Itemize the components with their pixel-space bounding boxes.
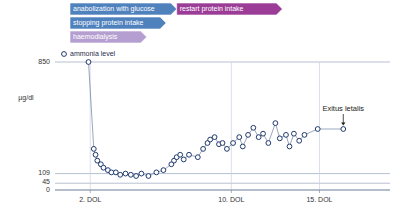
data-point <box>123 171 128 176</box>
data-point <box>187 152 192 157</box>
data-point <box>86 60 91 65</box>
data-point <box>284 132 289 137</box>
x-tick <box>319 190 320 193</box>
x-grid-line <box>231 62 232 190</box>
data-point <box>181 157 186 162</box>
data-point <box>251 125 256 130</box>
data-point <box>93 152 98 157</box>
y-tick-label: 45 <box>42 178 50 185</box>
legend: ammonia level <box>62 50 116 57</box>
y-tick-label: 850 <box>38 58 50 65</box>
x-grid-line <box>319 62 320 190</box>
data-point <box>277 136 282 141</box>
data-point <box>178 152 183 157</box>
x-tick-label: 15. DOL <box>306 196 332 203</box>
y-tick-label: 109 <box>38 169 50 176</box>
phase-label: anabolization with glucose <box>73 5 155 13</box>
data-point <box>139 171 144 176</box>
data-point <box>302 132 307 137</box>
legend-label: ammonia level <box>70 50 116 57</box>
phase-bar <box>70 3 177 15</box>
grid <box>55 62 390 190</box>
data-point <box>154 170 159 175</box>
data-point <box>220 141 225 146</box>
data-point <box>128 172 133 177</box>
y-grid-line <box>55 183 390 184</box>
y-tick-label: 0 <box>46 186 50 193</box>
data-point <box>212 135 217 140</box>
x-tick-label: 2. DOL <box>79 196 101 203</box>
data-point <box>273 121 278 126</box>
data-point <box>315 127 320 132</box>
phase-label: stopping protein intake <box>73 19 144 27</box>
data-point <box>225 146 230 151</box>
data-point <box>195 155 200 160</box>
x-tick-label: 10. DOL <box>218 196 244 203</box>
data-point <box>161 168 166 173</box>
y-grid-line <box>55 62 390 63</box>
chart: 045 109 850 2. DOL 10. DOL 15. DOL µg/dl ammoni… <box>0 0 400 210</box>
data-point <box>118 172 123 177</box>
data-point <box>231 141 236 146</box>
y-grid-line <box>55 173 390 174</box>
data-point <box>134 174 139 179</box>
data-point <box>256 135 261 140</box>
data-point <box>237 135 242 140</box>
phases: anabolization with glucose restart protei… <box>70 3 282 43</box>
data-point <box>146 174 151 179</box>
x-axis-line <box>55 190 390 191</box>
data-point <box>240 144 245 149</box>
data-point <box>261 131 266 136</box>
data-point <box>341 127 346 132</box>
data-point <box>287 144 292 149</box>
x-tick <box>231 190 232 193</box>
annotation-text: Exitus letalis <box>322 104 364 113</box>
data-point <box>246 132 251 137</box>
phase-bar <box>70 31 147 43</box>
x-tick <box>90 190 91 193</box>
legend-marker <box>62 52 67 57</box>
data-point <box>292 131 297 136</box>
y-axis-label: µg/dl <box>18 94 34 102</box>
plot-area <box>86 60 346 179</box>
series-line <box>89 62 344 176</box>
data-point <box>297 138 302 143</box>
annotation-arrowhead <box>341 123 345 126</box>
phase-bar <box>177 3 283 15</box>
data-point <box>266 141 271 146</box>
phase-label: haemodialysis <box>73 33 118 41</box>
data-point <box>91 146 96 151</box>
y-grid-line <box>55 190 390 191</box>
phase-label: restart protein intake <box>180 5 244 13</box>
phase-bar <box>70 17 166 29</box>
data-point <box>201 146 206 151</box>
